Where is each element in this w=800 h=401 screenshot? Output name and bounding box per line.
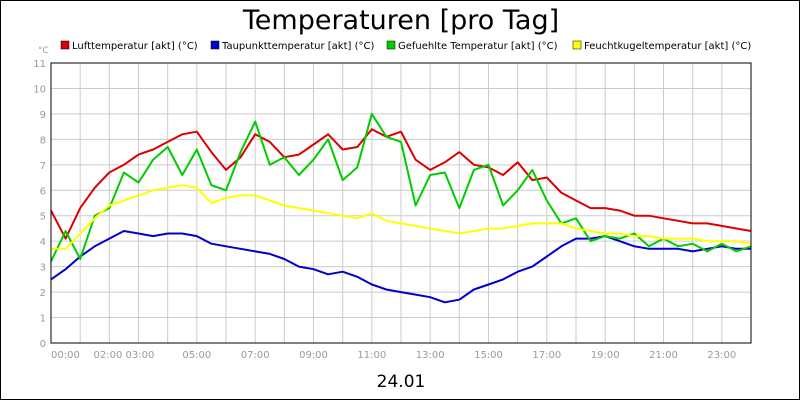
legend-swatch bbox=[60, 40, 70, 50]
y-tick-label: 11 bbox=[33, 59, 46, 70]
y-tick-label: 7 bbox=[40, 161, 46, 172]
x-tick-label: 11:00 bbox=[357, 350, 386, 361]
y-tick-label: 9 bbox=[40, 110, 46, 121]
legend-label: Lufttemperatur [akt] (°C) bbox=[72, 41, 198, 52]
x-tick-label: 17:00 bbox=[532, 350, 561, 361]
y-tick-label: 2 bbox=[40, 288, 46, 299]
plot-border bbox=[50, 62, 752, 344]
y-tick-label: 4 bbox=[40, 237, 46, 248]
x-tick-label: 09:00 bbox=[299, 350, 328, 361]
series-line-3 bbox=[50, 112, 752, 262]
legend-label: Feuchtkugeltemperatur [akt] (°C) bbox=[584, 41, 751, 52]
x-tick-label: 21:00 bbox=[649, 350, 678, 361]
legend-swatch bbox=[572, 40, 582, 50]
x-tick-label: 05:00 bbox=[182, 350, 211, 361]
y-tick-label: 5 bbox=[40, 212, 46, 223]
x-tick-label: 00:00 bbox=[51, 350, 80, 361]
series-line-4 bbox=[51, 184, 752, 250]
x-tick-label: 13:00 bbox=[416, 350, 445, 361]
legend-label: Gefuehlte Temperatur [akt] (°C) bbox=[398, 41, 558, 52]
y-tick-label: 3 bbox=[40, 263, 46, 274]
date-label: 24.01 bbox=[377, 372, 426, 392]
series-layer bbox=[50, 112, 752, 304]
x-tick-label: 19:00 bbox=[591, 350, 620, 361]
y-tick-label: 1 bbox=[40, 314, 46, 325]
x-tick-label: 07:00 bbox=[241, 350, 270, 361]
x-tick-label: 15:00 bbox=[474, 350, 503, 361]
legend-swatch bbox=[210, 40, 220, 50]
legend-swatch bbox=[386, 40, 396, 50]
y-axis-unit: °C bbox=[38, 46, 49, 56]
series-line-2 bbox=[50, 230, 751, 304]
x-tick-label: 23:00 bbox=[707, 350, 736, 361]
y-tick-label: 10 bbox=[33, 84, 46, 95]
chart-title: Temperaturen [pro Tag] bbox=[242, 5, 559, 36]
legend: Lufttemperatur [akt] (°C) Taupunkttempera… bbox=[60, 40, 751, 52]
grid bbox=[51, 63, 751, 343]
legend-label: Taupunkttemperatur [akt] (°C) bbox=[221, 41, 374, 52]
series-line-1 bbox=[50, 128, 752, 240]
y-axis-ticks: 0 1 2 3 4 5 6 7 8 9 10 11 bbox=[33, 59, 46, 350]
y-tick-label: 8 bbox=[40, 135, 46, 146]
x-tick-label: 02:00 03:00 bbox=[94, 350, 155, 361]
y-tick-label: 6 bbox=[40, 186, 46, 197]
x-axis-ticks: 00:00 02:00 03:00 05:00 07:00 09:00 11:00 13:0… bbox=[51, 350, 736, 361]
y-tick-label: 0 bbox=[40, 339, 46, 350]
